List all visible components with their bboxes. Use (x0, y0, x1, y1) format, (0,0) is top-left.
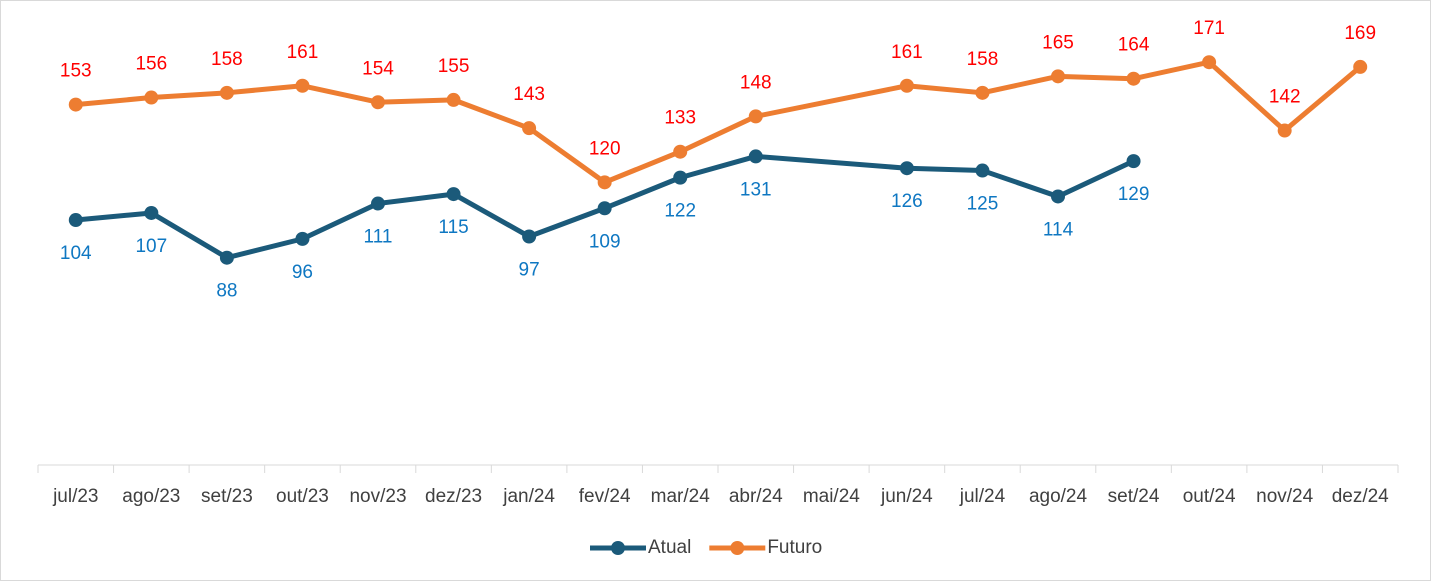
data-label: 142 (1269, 87, 1301, 108)
data-label: 133 (664, 108, 696, 129)
point (522, 229, 537, 244)
point (899, 78, 914, 93)
point (522, 121, 537, 136)
point (1126, 71, 1141, 86)
data-label: 171 (1193, 18, 1225, 39)
x-tick-label: jul/23 (52, 486, 98, 507)
point (1277, 123, 1292, 138)
x-tick-label: fev/24 (579, 486, 631, 507)
data-label: 161 (891, 42, 923, 63)
data-label: 154 (362, 58, 394, 79)
data-label: 164 (1118, 35, 1150, 56)
data-label: 125 (967, 194, 999, 215)
data-label: 131 (740, 179, 772, 200)
point (446, 187, 461, 202)
x-tick-label: dez/23 (425, 486, 482, 507)
point (144, 205, 159, 220)
x-tick-label: jun/24 (880, 486, 933, 507)
point (975, 163, 990, 178)
point (295, 231, 310, 246)
data-label: 96 (292, 262, 313, 283)
point (219, 250, 234, 265)
point (748, 149, 763, 164)
point (673, 144, 688, 159)
point (1051, 69, 1065, 84)
data-label: 104 (60, 243, 92, 264)
point (1353, 59, 1368, 74)
point (899, 161, 914, 176)
point (371, 95, 385, 110)
data-label: 143 (513, 84, 545, 105)
x-tick-label: ago/24 (1029, 486, 1088, 507)
point (219, 85, 234, 100)
point (1051, 189, 1065, 204)
x-tick-label: nov/24 (1256, 486, 1313, 507)
point (597, 201, 612, 216)
data-label: 158 (211, 49, 243, 70)
point (1202, 55, 1217, 70)
x-tick-label: abr/24 (729, 486, 783, 507)
point (975, 85, 990, 100)
data-label: 88 (216, 281, 237, 302)
point (68, 97, 83, 112)
data-label: 155 (438, 56, 470, 77)
point (597, 175, 612, 190)
legend-marker (730, 541, 745, 555)
data-label: 169 (1344, 23, 1376, 44)
point (144, 90, 159, 105)
data-label: 165 (1042, 32, 1074, 53)
data-label: 129 (1118, 184, 1150, 205)
data-label: 97 (519, 260, 540, 281)
point (446, 92, 461, 107)
data-label: 153 (60, 61, 92, 82)
data-label: 158 (967, 49, 999, 70)
x-tick-label: nov/23 (349, 486, 406, 507)
x-tick-label: out/24 (1183, 486, 1236, 507)
point (371, 196, 385, 211)
data-label: 161 (287, 42, 319, 63)
data-label: 122 (664, 201, 696, 222)
data-label: 109 (589, 231, 621, 252)
legend-label: Atual (648, 537, 691, 558)
x-tick-label: set/23 (201, 486, 253, 507)
x-tick-label: mar/24 (651, 486, 711, 507)
data-label: 120 (589, 138, 621, 159)
point (673, 170, 688, 185)
x-tick-label: dez/24 (1332, 486, 1389, 507)
x-tick-label: ago/23 (122, 486, 180, 507)
data-label: 126 (891, 191, 923, 212)
x-tick-label: set/24 (1108, 486, 1160, 507)
point (68, 213, 83, 228)
data-label: 114 (1043, 219, 1074, 240)
x-tick-label: jan/24 (502, 486, 555, 507)
data-label: 148 (740, 72, 772, 93)
data-label: 115 (438, 217, 468, 238)
data-label: 107 (135, 236, 167, 257)
x-tick-label: out/23 (276, 486, 329, 507)
point (295, 78, 310, 93)
legend-label: Futuro (767, 537, 822, 558)
point (748, 109, 763, 124)
x-tick-label: mai/24 (803, 486, 860, 507)
legend-marker (611, 541, 625, 555)
data-label: 156 (135, 54, 167, 75)
x-tick-label: jul/24 (959, 486, 1006, 507)
data-label: 111 (364, 227, 393, 248)
point (1126, 154, 1141, 169)
series-line (75, 153, 1135, 261)
